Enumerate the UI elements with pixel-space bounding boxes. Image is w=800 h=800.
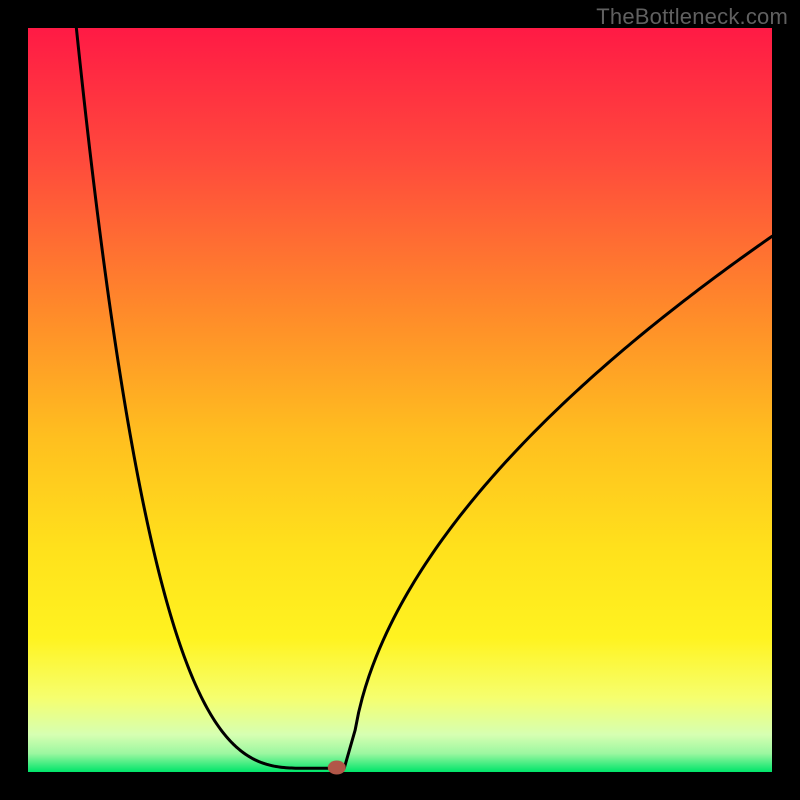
watermark-text: TheBottleneck.com [596,4,788,30]
bottleneck-curve-chart [0,0,800,800]
optimal-point-marker [328,761,346,775]
chart-stage: TheBottleneck.com [0,0,800,800]
plot-gradient-background [28,28,772,772]
